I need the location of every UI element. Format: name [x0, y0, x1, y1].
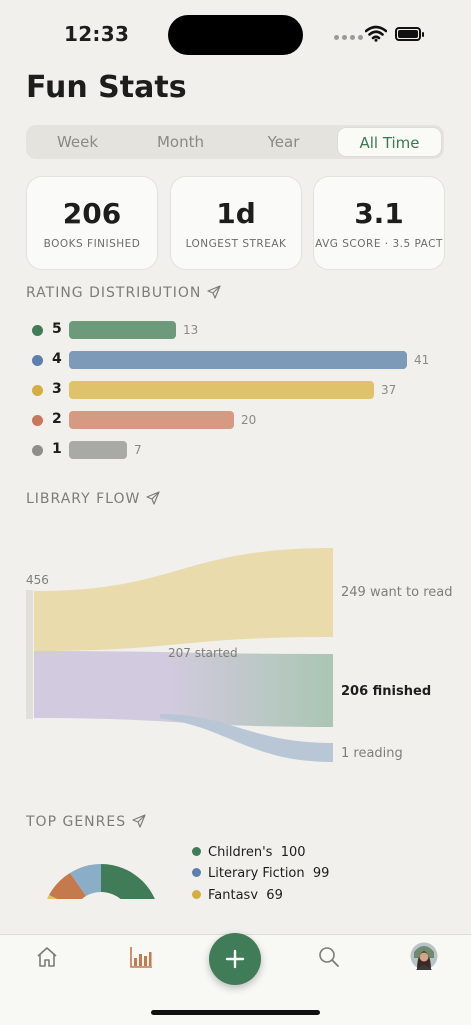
- wifi-icon: [365, 25, 387, 42]
- rating-distribution-header: RATING DISTRIBUTION: [26, 285, 221, 301]
- rating-count: 20: [241, 413, 257, 427]
- library-flow-sankey: [26, 548, 333, 762]
- section-title: TOP GENRES: [26, 814, 127, 830]
- flow-want-label: 249 want to read: [341, 585, 453, 600]
- rating-dot: [32, 385, 43, 396]
- top-genres-header: TOP GENRES: [26, 814, 146, 830]
- stat-value: 1d: [216, 197, 256, 230]
- stat-label: AVG SCORE · 3.5 PACT: [315, 238, 443, 250]
- tab-year[interactable]: Year: [267, 133, 300, 151]
- legend-item: Fantasy 69: [192, 888, 283, 899]
- stat-card-avg-score: 3.1 AVG SCORE · 3.5 PACT: [313, 176, 445, 270]
- share-icon[interactable]: [207, 285, 221, 299]
- rating-bar: [69, 441, 127, 459]
- tab-all-time[interactable]: All Time: [337, 127, 442, 157]
- rating-bar: [69, 411, 234, 429]
- section-title: RATING DISTRIBUTION: [26, 285, 202, 301]
- total-node: [26, 590, 33, 719]
- add-book-button[interactable]: [209, 933, 261, 985]
- stat-label: LONGEST STREAK: [185, 238, 287, 250]
- flow-reading-label: 1 reading: [341, 746, 403, 761]
- flow-want-to-read: [34, 548, 333, 651]
- donut-slice-other: [47, 895, 57, 899]
- legend-name: Literary Fiction: [208, 866, 305, 881]
- genres-donut-chart: [47, 864, 155, 899]
- legend-dot: [192, 868, 201, 877]
- rating-row-4: 4 41: [32, 351, 452, 369]
- stat-card-books-finished: 206 BOOKS FINISHED: [26, 176, 158, 270]
- flow-finished: [34, 651, 333, 727]
- flow-reading: [160, 714, 333, 762]
- rating-dot: [32, 445, 43, 456]
- rating-star-label: 3: [52, 381, 62, 397]
- plus-icon: [225, 949, 245, 969]
- donut-slice-fantasy: [49, 873, 86, 899]
- legend-count: 69: [266, 888, 283, 899]
- search-icon[interactable]: [318, 946, 340, 968]
- stat-label: BOOKS FINISHED: [43, 238, 141, 250]
- flow-started-label: 207 started: [168, 646, 238, 660]
- legend-name: Fantasy: [208, 888, 259, 899]
- rating-count: 41: [414, 353, 430, 367]
- rating-dot: [32, 355, 43, 366]
- stat-card-longest-streak: 1d LONGEST STREAK: [170, 176, 302, 270]
- flow-finished-label: 206 finished: [341, 684, 432, 699]
- legend-count: 99: [312, 866, 330, 881]
- legend-item: Children's 100: [192, 845, 306, 860]
- rating-bar: [69, 321, 176, 339]
- home-indicator: [151, 1010, 320, 1015]
- stats-icon[interactable]: [129, 945, 153, 969]
- donut-slice-literary-fiction: [70, 864, 101, 896]
- rating-row-2: 2 20: [32, 411, 452, 429]
- rating-star-label: 2: [52, 411, 62, 427]
- legend-name: Children's: [208, 845, 273, 860]
- status-time: 12:33: [64, 22, 130, 46]
- page-title: Fun Stats: [26, 70, 187, 105]
- share-icon[interactable]: [146, 491, 160, 505]
- stat-value: 206: [62, 197, 122, 230]
- tab-month[interactable]: Month: [156, 133, 204, 151]
- flow-total-label: 456: [26, 573, 49, 587]
- section-title: LIBRARY FLOW: [26, 491, 141, 507]
- rating-bar: [69, 351, 407, 369]
- legend-item: Literary Fiction 99: [192, 866, 329, 881]
- donut-slice-childrens: [101, 864, 155, 899]
- profile-avatar[interactable]: [410, 942, 438, 970]
- legend-dot: [192, 890, 201, 899]
- legend-dot: [192, 847, 201, 856]
- share-icon[interactable]: [132, 814, 146, 828]
- stat-value: 3.1: [354, 197, 404, 230]
- rating-dot: [32, 415, 43, 426]
- battery-icon: [395, 27, 424, 41]
- rating-dot: [32, 325, 43, 336]
- rating-row-3: 3 37: [32, 381, 452, 399]
- legend-count: 100: [280, 845, 306, 860]
- rating-bar: [69, 381, 374, 399]
- genres-content: Children's 100 Literary Fiction 99 Fanta…: [0, 840, 471, 899]
- library-flow-header: LIBRARY FLOW: [26, 491, 160, 507]
- rating-count: 13: [183, 323, 199, 337]
- tab-week[interactable]: Week: [56, 133, 99, 151]
- rating-count: 37: [381, 383, 397, 397]
- rating-count: 7: [134, 443, 142, 457]
- home-icon[interactable]: [35, 945, 59, 969]
- rating-star-label: 5: [52, 321, 62, 337]
- rating-row-5: 5 13: [32, 321, 452, 339]
- signal-icon: [334, 35, 363, 40]
- rating-star-label: 1: [52, 441, 62, 457]
- dynamic-island: [168, 15, 303, 55]
- period-segmented-control: Week Month Year All Time: [26, 125, 444, 159]
- rating-star-label: 4: [52, 351, 62, 367]
